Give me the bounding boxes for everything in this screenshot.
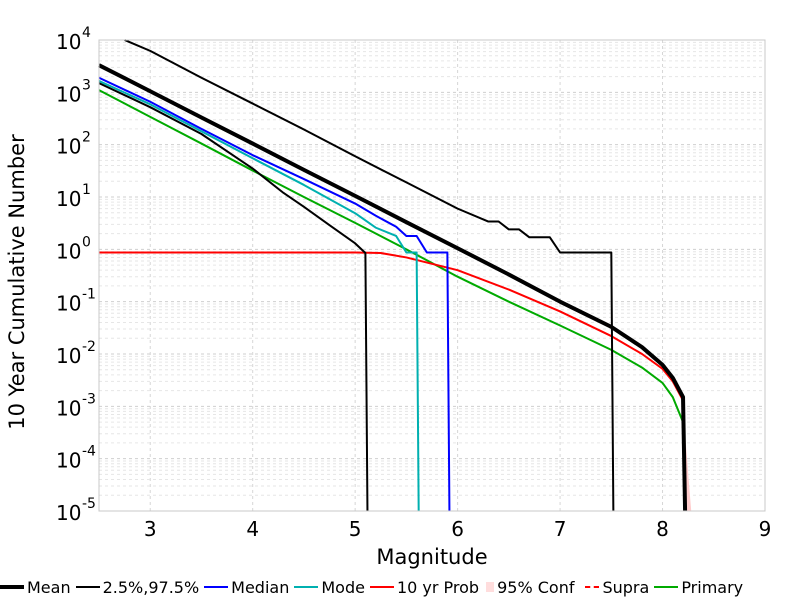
legend-item: 2.5%,97.5% bbox=[75, 577, 200, 597]
legend-swatch bbox=[204, 586, 229, 588]
legend-swatch bbox=[654, 586, 679, 588]
y-tick-exponent: 1 bbox=[82, 182, 91, 198]
y-tick-label: 10 -1 bbox=[56, 287, 96, 316]
y-tick-label: 10 2 bbox=[56, 130, 91, 159]
y-tick-exponent: 3 bbox=[82, 77, 91, 93]
x-tick-label: 5 bbox=[349, 517, 362, 541]
x-tick-label: 8 bbox=[656, 517, 669, 541]
legend-swatch bbox=[294, 586, 319, 588]
x-axis-label: Magnitude bbox=[376, 545, 487, 569]
y-tick-exponent: -2 bbox=[82, 339, 96, 355]
grid bbox=[99, 40, 765, 512]
legend-swatch bbox=[486, 582, 495, 592]
legend-label: Supra bbox=[602, 577, 650, 597]
x-tick-label: 6 bbox=[451, 517, 464, 541]
series-line-median bbox=[98, 76, 451, 512]
legend-item: Supra bbox=[579, 578, 649, 597]
legend-label: 10 yr Prob bbox=[396, 577, 480, 597]
x-tick-labels: 3 4 5 6 7 8 9 bbox=[144, 517, 772, 541]
y-tick-label: 10 1 bbox=[56, 182, 91, 211]
y-tick-exponent: -1 bbox=[82, 287, 96, 303]
series-line-mode bbox=[98, 80, 420, 512]
plot-background bbox=[99, 40, 765, 511]
y-tick-label: 10 -4 bbox=[56, 444, 96, 473]
series-line-2-5-97-5- bbox=[124, 39, 615, 512]
y-tick-label: 10 0 bbox=[56, 234, 91, 263]
series-lines bbox=[98, 39, 688, 512]
y-tick-exponent: 0 bbox=[82, 234, 91, 250]
y-tick-exponent: 4 bbox=[82, 25, 91, 41]
legend-label: Mode bbox=[321, 577, 365, 597]
y-tick-base: 10 bbox=[56, 82, 81, 106]
y-axis-label: 10 Year Cumulative Number bbox=[5, 134, 29, 430]
series-line-mean bbox=[98, 63, 688, 512]
y-tick-label: 10 -3 bbox=[56, 391, 96, 420]
y-tick-base: 10 bbox=[56, 344, 81, 368]
y-tick-base: 10 bbox=[56, 396, 81, 420]
y-tick-base: 10 bbox=[56, 449, 81, 473]
x-tick-label: 4 bbox=[246, 517, 259, 541]
y-tick-base: 10 bbox=[56, 135, 81, 159]
y-tick-exponent: -4 bbox=[82, 444, 96, 460]
x-tick-label: 9 bbox=[759, 517, 772, 541]
legend-item: 95% Conf bbox=[484, 578, 574, 597]
plot-frame bbox=[98, 39, 766, 512]
legend-item: Primary bbox=[654, 578, 743, 597]
legend-item: Mean bbox=[0, 578, 71, 597]
y-tick-label: 10 4 bbox=[56, 25, 91, 54]
legend-label: Median bbox=[231, 577, 290, 597]
legend-label: 95% Conf bbox=[497, 577, 575, 597]
legend-label: Primary bbox=[681, 577, 744, 597]
y-tick-base: 10 bbox=[56, 187, 81, 211]
y-tick-base: 10 bbox=[56, 292, 81, 316]
legend-swatch bbox=[369, 586, 394, 588]
legend-label: Mean bbox=[27, 577, 71, 597]
legend-item: 10 yr Prob bbox=[369, 577, 480, 597]
x-tick-label: 3 bbox=[144, 517, 157, 541]
legend-item: Mode bbox=[294, 578, 365, 597]
y-tick-label: 10 3 bbox=[56, 77, 91, 106]
legend-item: Median bbox=[204, 578, 289, 597]
legend-label: 2.5%,97.5% bbox=[102, 577, 200, 597]
series-line-primary bbox=[98, 89, 684, 423]
y-tick-label: 10 -2 bbox=[56, 339, 96, 368]
series-line-2-5-97-5- bbox=[98, 82, 369, 512]
y-tick-exponent: -5 bbox=[82, 496, 96, 512]
y-tick-base: 10 bbox=[56, 30, 81, 54]
x-tick-label: 7 bbox=[554, 517, 567, 541]
y-tick-base: 10 bbox=[56, 239, 81, 263]
legend: Mean 2.5%,97.5% Median Mode 10 yr Prob 95% Co… bbox=[0, 575, 800, 599]
y-tick-base: 10 bbox=[56, 501, 81, 525]
legend-swatch bbox=[0, 585, 24, 589]
y-tick-exponent: -3 bbox=[82, 391, 96, 407]
y-tick-label: 10 -5 bbox=[56, 496, 96, 525]
legend-swatch bbox=[585, 586, 600, 588]
legend-swatch bbox=[75, 586, 100, 588]
y-tick-exponent: 2 bbox=[82, 130, 91, 146]
